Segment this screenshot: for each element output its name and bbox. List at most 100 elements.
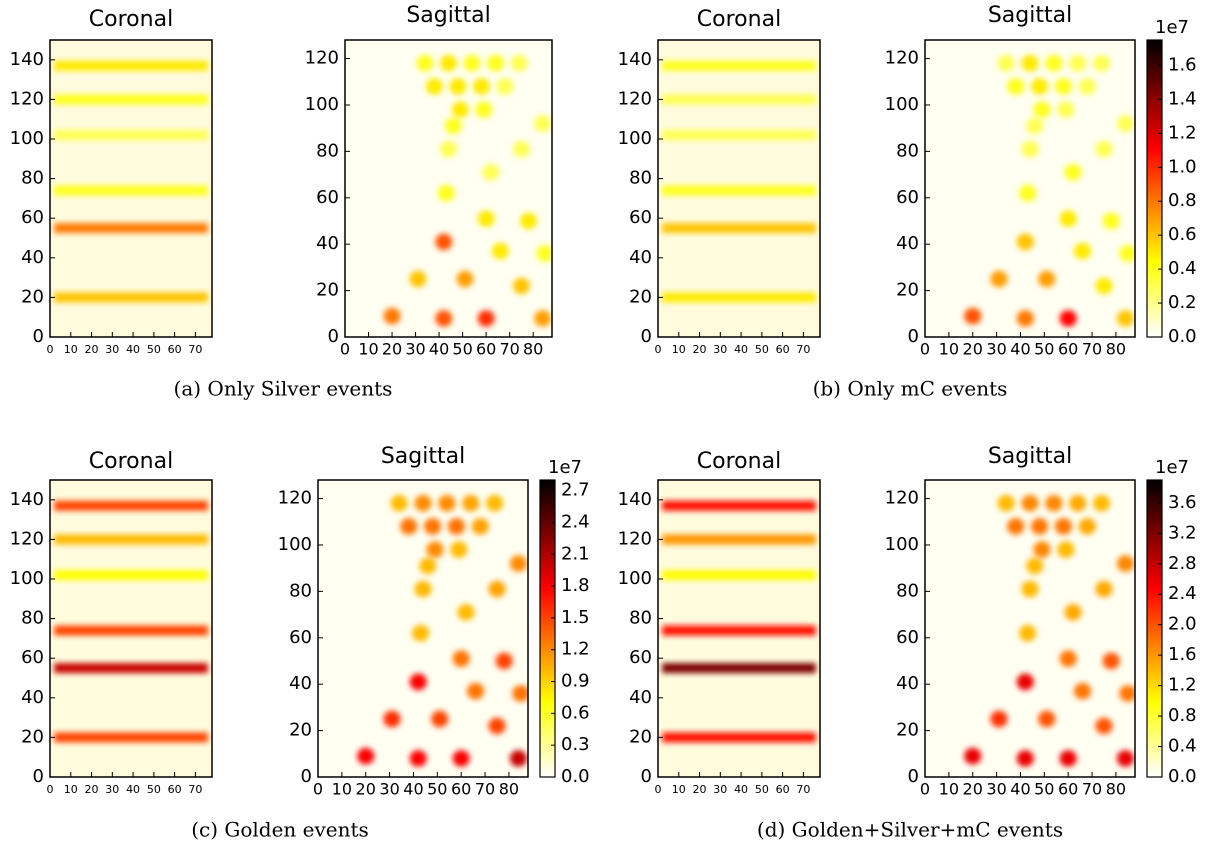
y-tick-label: 40 (896, 233, 919, 254)
y-tick-label: 40 (21, 687, 44, 708)
spot (426, 541, 444, 558)
spot (414, 494, 432, 512)
spot (1119, 685, 1135, 702)
x-tick-label: 20 (693, 783, 707, 796)
y-tick-label: 20 (629, 726, 652, 747)
spot (482, 163, 500, 181)
colorbar-tick-label: 0.0 (561, 766, 590, 787)
colorbar-tick-label: 1.5 (561, 607, 590, 628)
y-tick-label: 120 (305, 48, 339, 69)
spot (438, 494, 456, 512)
band (662, 663, 816, 674)
caption: (c) Golden events (191, 818, 369, 842)
y-tick-label: 120 (618, 88, 652, 109)
spot (409, 673, 427, 691)
x-tick-label: 40 (1010, 340, 1030, 359)
colorbar (1146, 479, 1163, 778)
y-tick-label: 100 (885, 94, 919, 115)
y-tick-label: 0 (641, 766, 652, 787)
spot (440, 140, 457, 158)
colorbar-tick-label: 2.1 (561, 543, 590, 564)
x-tick-label: 20 (963, 780, 983, 799)
spot (1069, 494, 1087, 512)
spot (1054, 78, 1072, 95)
x-tick-label: 80 (1106, 780, 1126, 799)
spot (495, 652, 513, 670)
spot (496, 78, 514, 95)
x-tick-label: 30 (379, 780, 399, 799)
x-tick-label: 60 (168, 783, 182, 796)
band (54, 223, 208, 234)
spot (1078, 518, 1096, 535)
y-tick-label: 60 (316, 187, 339, 208)
colorbar-tick-label: 1.0 (1168, 156, 1197, 177)
spot (475, 101, 493, 118)
x-tick-label: 70 (188, 343, 202, 356)
colorbar-tick-label: 2.4 (1168, 583, 1197, 604)
spot (1059, 310, 1077, 327)
y-tick-label: 80 (21, 168, 44, 189)
x-tick-label: 70 (796, 783, 810, 796)
colorbar (539, 479, 556, 778)
x-tick-label: 70 (499, 340, 519, 359)
x-tick-label: 20 (85, 343, 99, 356)
band (54, 130, 208, 140)
x-tick-label: 80 (523, 340, 543, 359)
colorbar (1146, 39, 1163, 338)
spot (1021, 580, 1039, 598)
y-tick-label: 120 (885, 48, 919, 69)
spot (997, 494, 1015, 512)
spot (510, 54, 528, 72)
x-tick-label: 20 (693, 343, 707, 356)
heatmap (658, 480, 820, 777)
colorbar-tick-label: 2.4 (561, 511, 590, 532)
spot (463, 54, 481, 72)
spot (1102, 212, 1120, 230)
colorbar-tick-label: 0.0 (1168, 326, 1197, 347)
colorbar-tick-label: 0.9 (561, 671, 590, 692)
x-tick-label: 40 (734, 343, 748, 356)
spot (990, 710, 1008, 728)
heatmap (345, 40, 552, 337)
x-tick-label: 0 (920, 780, 930, 799)
x-tick-label: 10 (358, 340, 378, 359)
colorbar-tick-label: 2.8 (1168, 553, 1197, 574)
x-tick-label: 30 (713, 783, 727, 796)
band (662, 292, 816, 303)
band (662, 130, 816, 140)
spot (1033, 101, 1051, 118)
spot (419, 557, 437, 575)
spot (1102, 652, 1120, 670)
x-tick-label: 30 (986, 340, 1006, 359)
spot (447, 518, 465, 535)
x-tick-label: 60 (776, 343, 790, 356)
axes-frame (49, 479, 213, 778)
band (54, 500, 208, 511)
y-tick-label: 60 (896, 627, 919, 648)
spot (964, 307, 982, 325)
x-tick-label: 10 (939, 780, 959, 799)
spot (1078, 78, 1096, 95)
spot (512, 685, 528, 702)
x-tick-label: 50 (147, 343, 161, 356)
y-tick-label: 0 (908, 326, 919, 347)
y-tick-label: 140 (618, 49, 652, 70)
heatmap (658, 40, 820, 337)
x-tick-label: 10 (64, 343, 78, 356)
spot (1016, 750, 1034, 767)
x-tick-label: 40 (1010, 780, 1030, 799)
y-tick-label: 20 (629, 286, 652, 307)
band (662, 534, 816, 545)
spot (1095, 140, 1113, 158)
y-tick-label: 100 (305, 94, 339, 115)
y-tick-label: 20 (896, 720, 919, 741)
x-tick-label: 20 (85, 783, 99, 796)
spot (451, 101, 469, 118)
x-tick-label: 50 (755, 343, 769, 356)
x-tick-label: 50 (147, 783, 161, 796)
spot (1045, 494, 1063, 512)
x-tick-label: 70 (796, 343, 810, 356)
y-tick-label: 60 (21, 207, 44, 228)
spot (1093, 494, 1111, 512)
x-tick-label: 30 (105, 783, 119, 796)
